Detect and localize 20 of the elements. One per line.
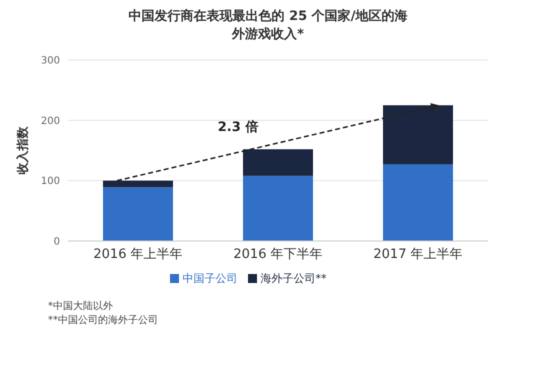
bar xyxy=(383,164,453,241)
chart-title: 中国发行商在表现最出色的 25 个国家/地区的海外游戏收入* xyxy=(128,8,408,44)
x-tick-label: 2017 年上半年 xyxy=(373,247,463,262)
bar xyxy=(243,149,313,176)
legend-label: 中国子公司 xyxy=(182,272,238,285)
y-tick-label: 100 xyxy=(40,176,60,188)
text: **中国公司的海外子公司 xyxy=(48,314,159,328)
annotation: 2.3 倍 xyxy=(218,118,258,135)
bar xyxy=(383,105,453,164)
bar xyxy=(103,180,173,188)
x-tick-label: 2016 年下半年 xyxy=(233,247,323,262)
bar xyxy=(103,187,173,241)
y-tick-label: 200 xyxy=(40,116,60,127)
y-tick-label: 300 xyxy=(40,56,60,67)
y-axis-title: 收入指数 xyxy=(15,126,30,174)
x-tick-label: 2016 年上半年 xyxy=(93,247,183,262)
bar xyxy=(243,176,313,241)
legend-label: 海外子公司** xyxy=(260,272,326,285)
y-tick-label: 0 xyxy=(54,236,60,248)
text: *中国大陆以外 xyxy=(48,300,114,314)
